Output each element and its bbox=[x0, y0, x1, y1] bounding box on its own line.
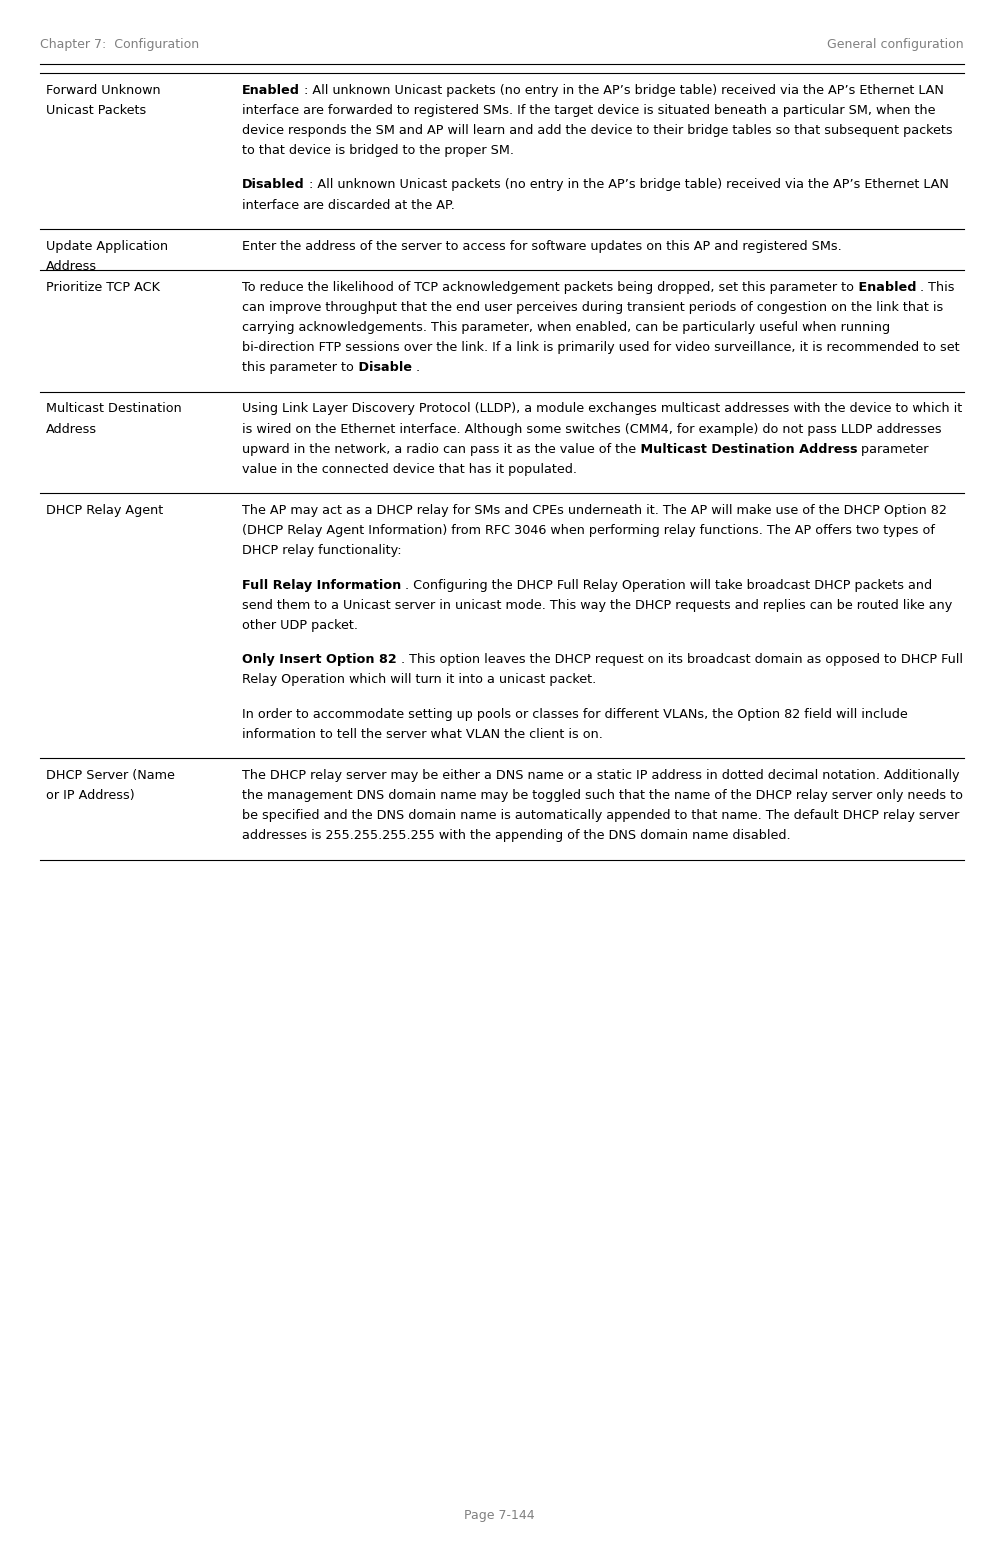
Text: Full Relay Information: Full Relay Information bbox=[242, 578, 401, 591]
Text: is wired on the Ethernet interface. Although some switches (CMM4, for example) d: is wired on the Ethernet interface. Alth… bbox=[242, 423, 941, 435]
Text: parameter: parameter bbox=[857, 443, 929, 456]
Text: Enabled: Enabled bbox=[854, 280, 916, 294]
Text: DHCP Server (Name: DHCP Server (Name bbox=[46, 768, 175, 782]
Text: send them to a Unicast server in unicast mode. This way the DHCP requests and re: send them to a Unicast server in unicast… bbox=[242, 599, 952, 611]
Text: . Configuring the DHCP Full Relay Operation will take broadcast DHCP packets and: . Configuring the DHCP Full Relay Operat… bbox=[401, 578, 932, 591]
Text: Page 7-144: Page 7-144 bbox=[465, 1510, 534, 1522]
Text: Update Application: Update Application bbox=[46, 239, 168, 252]
Text: DHCP relay functionality:: DHCP relay functionality: bbox=[242, 544, 402, 557]
Text: Address: Address bbox=[46, 423, 97, 435]
Text: In order to accommodate setting up pools or classes for different VLANs, the Opt: In order to accommodate setting up pools… bbox=[242, 708, 907, 720]
Text: addresses is 255.255.255.255 with the appending of the DNS domain name disabled.: addresses is 255.255.255.255 with the ap… bbox=[242, 829, 790, 843]
Text: information to tell the server what VLAN the client is on.: information to tell the server what VLAN… bbox=[242, 728, 602, 740]
Text: Chapter 7:  Configuration: Chapter 7: Configuration bbox=[40, 37, 199, 51]
Text: Enabled: Enabled bbox=[242, 84, 300, 96]
Text: Forward Unknown: Forward Unknown bbox=[46, 84, 161, 96]
Text: be specified and the DNS domain name is automatically appended to that name. The: be specified and the DNS domain name is … bbox=[242, 809, 959, 823]
Text: Disable: Disable bbox=[354, 361, 412, 375]
Text: (DHCP Relay Agent Information) from RFC 3046 when performing relay functions. Th: (DHCP Relay Agent Information) from RFC … bbox=[242, 524, 935, 536]
Text: value in the connected device that has it populated.: value in the connected device that has i… bbox=[242, 463, 576, 476]
Text: DHCP Relay Agent: DHCP Relay Agent bbox=[46, 504, 163, 516]
Text: or IP Address): or IP Address) bbox=[46, 788, 135, 802]
Text: can improve throughput that the end user perceives during transient periods of c: can improve throughput that the end user… bbox=[242, 300, 943, 314]
Text: The AP may act as a DHCP relay for SMs and CPEs underneath it. The AP will make : The AP may act as a DHCP relay for SMs a… bbox=[242, 504, 947, 516]
Text: other UDP packet.: other UDP packet. bbox=[242, 619, 358, 631]
Text: upward in the network, a radio can pass it as the value of the: upward in the network, a radio can pass … bbox=[242, 443, 636, 456]
Text: Unicast Packets: Unicast Packets bbox=[46, 104, 146, 117]
Text: Using Link Layer Discovery Protocol (LLDP), a module exchanges multicast address: Using Link Layer Discovery Protocol (LLD… bbox=[242, 403, 962, 415]
Text: : All unknown Unicast packets (no entry in the AP’s bridge table) received via t: : All unknown Unicast packets (no entry … bbox=[300, 84, 944, 96]
Text: interface are discarded at the AP.: interface are discarded at the AP. bbox=[242, 199, 455, 211]
Text: . This option leaves the DHCP request on its broadcast domain as opposed to DHCP: . This option leaves the DHCP request on… bbox=[397, 653, 962, 666]
Text: Only Insert Option 82: Only Insert Option 82 bbox=[242, 653, 397, 666]
Text: Multicast Destination Address: Multicast Destination Address bbox=[636, 443, 857, 456]
Text: Relay Operation which will turn it into a unicast packet.: Relay Operation which will turn it into … bbox=[242, 673, 596, 686]
Text: carrying acknowledgements. This parameter, when enabled, can be particularly use: carrying acknowledgements. This paramete… bbox=[242, 320, 890, 334]
Text: Enter the address of the server to access for software updates on this AP and re: Enter the address of the server to acces… bbox=[242, 239, 841, 252]
Text: . This: . This bbox=[916, 280, 955, 294]
Text: to that device is bridged to the proper SM.: to that device is bridged to the proper … bbox=[242, 145, 513, 157]
Text: General configuration: General configuration bbox=[827, 37, 964, 51]
Text: .: . bbox=[412, 361, 420, 375]
Text: device responds the SM and AP will learn and add the device to their bridge tabl: device responds the SM and AP will learn… bbox=[242, 124, 952, 137]
Text: the management DNS domain name may be toggled such that the name of the DHCP rel: the management DNS domain name may be to… bbox=[242, 788, 963, 802]
Text: To reduce the likelihood of TCP acknowledgement packets being dropped, set this : To reduce the likelihood of TCP acknowle… bbox=[242, 280, 854, 294]
Text: this parameter to: this parameter to bbox=[242, 361, 354, 375]
Text: Multicast Destination: Multicast Destination bbox=[46, 403, 182, 415]
Text: Address: Address bbox=[46, 260, 97, 272]
Text: : All unknown Unicast packets (no entry in the AP’s bridge table) received via t: : All unknown Unicast packets (no entry … bbox=[305, 179, 948, 191]
Text: bi-direction FTP sessions over the link. If a link is primarily used for video s: bi-direction FTP sessions over the link.… bbox=[242, 341, 959, 355]
Text: interface are forwarded to registered SMs. If the target device is situated bene: interface are forwarded to registered SM… bbox=[242, 104, 935, 117]
Text: Disabled: Disabled bbox=[242, 179, 305, 191]
Text: The DHCP relay server may be either a DNS name or a static IP address in dotted : The DHCP relay server may be either a DN… bbox=[242, 768, 959, 782]
Text: Prioritize TCP ACK: Prioritize TCP ACK bbox=[46, 280, 160, 294]
